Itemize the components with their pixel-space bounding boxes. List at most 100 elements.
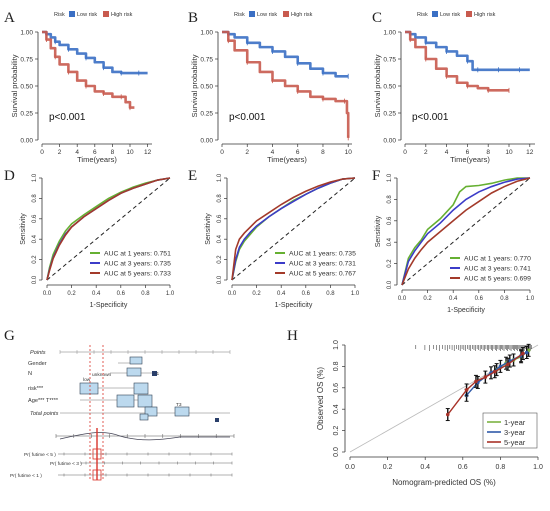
nomogram-row-label: Pr( futime < 5 ): [24, 452, 56, 458]
y-tick-label-d: 0.6: [32, 214, 38, 223]
y-axis-label-b: Survival probability: [190, 54, 199, 117]
roc-legend-label-d: AUC at 3 years: 0.735: [104, 261, 171, 268]
y-tick-label-h: 0.2: [333, 426, 340, 436]
legend-label-high-c: High risk: [474, 12, 496, 18]
km-curve-low-a: [42, 30, 148, 75]
y-tick-label-d: 0.4: [32, 234, 38, 243]
legend-title-c: Risk: [417, 12, 428, 18]
roc-legend-label-e: AUC at 3 years: 0.731: [289, 261, 356, 268]
y-axis-label-f: Sensitivity: [375, 215, 382, 247]
km-curve-high-b: [222, 30, 350, 138]
x-tick-label-c: 12: [526, 149, 534, 156]
legend-label-high-a: High risk: [111, 12, 133, 18]
y-tick-label-d: 0.2: [32, 255, 38, 264]
nomogram-category-box: [126, 367, 142, 377]
calibration-curve-5y: [447, 352, 524, 415]
x-tick-label-e: 0.8: [326, 291, 335, 297]
y-tick-label-a: 0.25: [20, 111, 33, 118]
y-tick-label-e: 1.0: [217, 173, 223, 182]
x-tick-label-a: 4: [75, 149, 79, 156]
x-tick-label-c: 8: [486, 149, 490, 156]
x-tick-label-a: 10: [126, 149, 134, 156]
calibration-point-5y: [464, 388, 469, 392]
x-tick-label-d: 0.6: [117, 291, 126, 297]
y-tick-label-h: 0.6: [333, 383, 340, 393]
roc-legend-label-e: AUC at 1 years: 0.735: [289, 251, 356, 258]
panel-letter-d: D: [4, 168, 15, 184]
roc-curve-1y-d: [46, 177, 171, 281]
x-axis-label-b: Time(years): [267, 155, 307, 164]
x-tick-label-d: 1.0: [166, 291, 175, 297]
p-value-b: p<0.001: [229, 112, 266, 123]
calibration-point-5y: [483, 375, 488, 379]
roc-legend-label-f: AUC at 3 years: 0.741: [464, 266, 531, 273]
y-tick-label-c: 0.50: [383, 84, 396, 91]
nomogram-row-label: Pr( futime < 3 ): [50, 461, 82, 467]
legend-label-low-c: Low risk: [440, 12, 460, 18]
x-tick-label-a: 12: [144, 149, 152, 156]
x-tick-label-c: 2: [424, 149, 428, 156]
y-tick-label-h: 0.4: [333, 404, 340, 414]
y-tick-label-d: 0.8: [32, 194, 38, 203]
y-axis-label-a: Survival probability: [10, 54, 19, 117]
calibration-point-5y: [506, 362, 510, 367]
calibration-legend-label: 5-year: [504, 438, 526, 447]
nomogram-red-box: [92, 448, 102, 460]
nomogram-row-label: N: [28, 371, 32, 377]
calibration-point-3y: [524, 350, 529, 355]
y-tick-label-e: 0.0: [217, 275, 223, 284]
x-tick-label-c: 0: [403, 149, 407, 156]
nomogram-category-box: [79, 382, 99, 395]
roc-legend-label-f: AUC at 1 years: 0.770: [464, 256, 531, 263]
y-tick-label-a: 1.00: [20, 30, 33, 37]
legend-title-a: Risk: [54, 12, 65, 18]
legend-label-low-a: Low risk: [77, 12, 97, 18]
x-tick-label-a: 2: [58, 149, 62, 156]
x-tick-label-a: 8: [111, 149, 115, 156]
panel-letter-f: F: [372, 168, 380, 184]
p-value-c: p<0.001: [412, 112, 449, 123]
x-tick-label-c: 6: [466, 149, 470, 156]
x-tick-label-e: 0.0: [228, 291, 237, 297]
nomogram-category-box: [116, 394, 135, 408]
km-curve-high-c: [405, 30, 509, 92]
panel-letter-b: B: [188, 10, 198, 26]
x-tick-label-b: 10: [345, 149, 353, 156]
x-tick-label-f: 0.6: [475, 296, 484, 302]
x-axis-label-c: Time(years): [450, 155, 490, 164]
roc-legend-label-f: AUC at 5 years: 0.699: [464, 276, 531, 283]
nomogram-category-box: [129, 356, 143, 365]
y-tick-label-a: 0.00: [20, 138, 33, 145]
roc-curve-5y-d: [46, 177, 171, 281]
legend-swatch-high-a: [103, 11, 109, 17]
y-tick-label-h: 1.0: [333, 340, 340, 350]
nomogram-row-label: Points: [30, 350, 46, 356]
x-tick-label-d: 0.2: [67, 291, 76, 297]
y-axis-label-h: Observed OS (%): [316, 367, 325, 430]
legend-swatch-low-b: [249, 11, 255, 17]
x-tick-label-f: 0.4: [449, 296, 458, 302]
x-tick-label-d: 0.8: [141, 291, 150, 297]
y-tick-label-e: 0.4: [217, 234, 223, 243]
panel-letter-a: A: [4, 10, 15, 26]
nomogram-row-label: risk***: [28, 386, 44, 392]
x-tick-label-h: 0.6: [458, 464, 468, 471]
km-curve-low-c: [405, 30, 530, 72]
y-tick-label-a: 0.50: [20, 84, 33, 91]
y-tick-label-b: 0.75: [200, 57, 213, 64]
x-tick-label-d: 0.4: [92, 291, 101, 297]
y-tick-label-f: 0.8: [387, 195, 393, 204]
nomogram-label-unknown: unknown: [92, 372, 112, 378]
roc-curve-5y-f: [401, 177, 531, 286]
nomogram-row-label: Pr( futime < 1 ): [10, 473, 42, 479]
x-tick-label-e: 1.0: [351, 291, 360, 297]
total-points-density: [59, 432, 230, 441]
nomogram-total-box: [139, 413, 149, 421]
roc-curve-3y-f: [401, 177, 531, 286]
legend-swatch-high-c: [466, 11, 472, 17]
x-tick-label-b: 6: [296, 149, 300, 156]
x-tick-label-b: 8: [321, 149, 325, 156]
calibration-point-5y: [492, 369, 497, 374]
panel-letter-g: G: [4, 328, 15, 344]
legend-swatch-low-a: [69, 11, 75, 17]
